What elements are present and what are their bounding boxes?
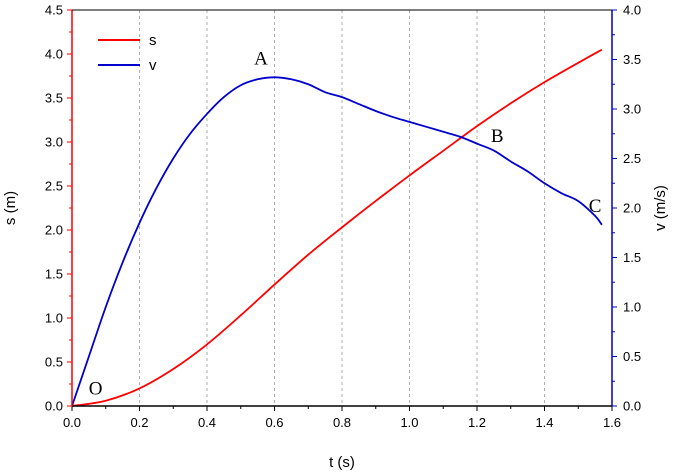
x-axis-title: t (s) xyxy=(329,454,355,471)
right-tick-label: 1.5 xyxy=(623,250,641,265)
right-axis-title: v (m/s) xyxy=(652,185,669,231)
left-tick-label: 3.5 xyxy=(45,91,63,106)
point-annotations: O A B C xyxy=(89,48,602,399)
x-tick-label: 1.2 xyxy=(468,415,486,430)
right-tick-label: 3.0 xyxy=(623,102,641,117)
left-tick-label: 2.0 xyxy=(45,223,63,238)
legend-label-s: s xyxy=(149,32,157,49)
x-tick-label: 0.0 xyxy=(63,415,81,430)
left-tick-label: 4.5 xyxy=(45,3,63,18)
left-tick-label: 3.0 xyxy=(45,135,63,150)
x-tick-label: 0.8 xyxy=(333,415,351,430)
right-tick-label: 0.5 xyxy=(623,349,641,364)
legend: s v xyxy=(98,32,157,74)
annotation-label-a: A xyxy=(254,48,268,69)
x-tick-label: 0.4 xyxy=(198,415,216,430)
left-tick-label: 1.5 xyxy=(45,267,63,282)
right-tick-label: 1.0 xyxy=(623,300,641,315)
left-tick-label: 1.0 xyxy=(45,311,63,326)
right-tick-label: 2.5 xyxy=(623,151,641,166)
x-tick-label: 1.0 xyxy=(400,415,418,430)
left-tick-label: 0.5 xyxy=(45,355,63,370)
right-tick-label: 2.0 xyxy=(623,201,641,216)
x-tick-label: 0.2 xyxy=(130,415,148,430)
right-tick-label: 4.0 xyxy=(623,3,641,18)
series-line-s xyxy=(71,48,603,407)
legend-label-v: v xyxy=(149,57,157,74)
axis-ticks: 0.0 0.2 0.4 0.6 0.8 1.0 1.2 1.4 1.60.00.51.01.52… xyxy=(45,3,641,431)
left-axis-title: s (m) xyxy=(2,191,19,225)
annotation-label-o: O xyxy=(89,378,103,399)
x-tick-label: 0.6 xyxy=(265,415,283,430)
right-tick-label: 0.0 xyxy=(623,399,641,414)
x-tick-label: 1.6 xyxy=(603,415,621,430)
x-tick-label: 1.4 xyxy=(535,415,553,430)
grid-lines xyxy=(139,10,545,406)
series-line-v xyxy=(71,76,603,407)
right-tick-label: 3.5 xyxy=(623,52,641,67)
left-tick-label: 2.5 xyxy=(45,179,63,194)
left-tick-label: 4.0 xyxy=(45,47,63,62)
series-lines xyxy=(71,48,603,407)
annotation-label-b: B xyxy=(491,126,504,147)
annotation-label-c: C xyxy=(589,196,602,217)
left-tick-label: 0.0 xyxy=(45,399,63,414)
